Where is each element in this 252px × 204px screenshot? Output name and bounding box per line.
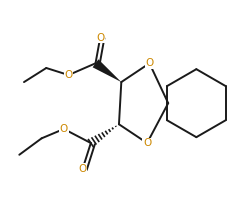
- Text: O: O: [145, 58, 153, 68]
- Text: O: O: [143, 138, 151, 148]
- Text: O: O: [65, 70, 73, 80]
- Text: O: O: [96, 32, 104, 42]
- Text: O: O: [60, 124, 68, 134]
- Polygon shape: [93, 59, 121, 82]
- Text: O: O: [78, 164, 87, 174]
